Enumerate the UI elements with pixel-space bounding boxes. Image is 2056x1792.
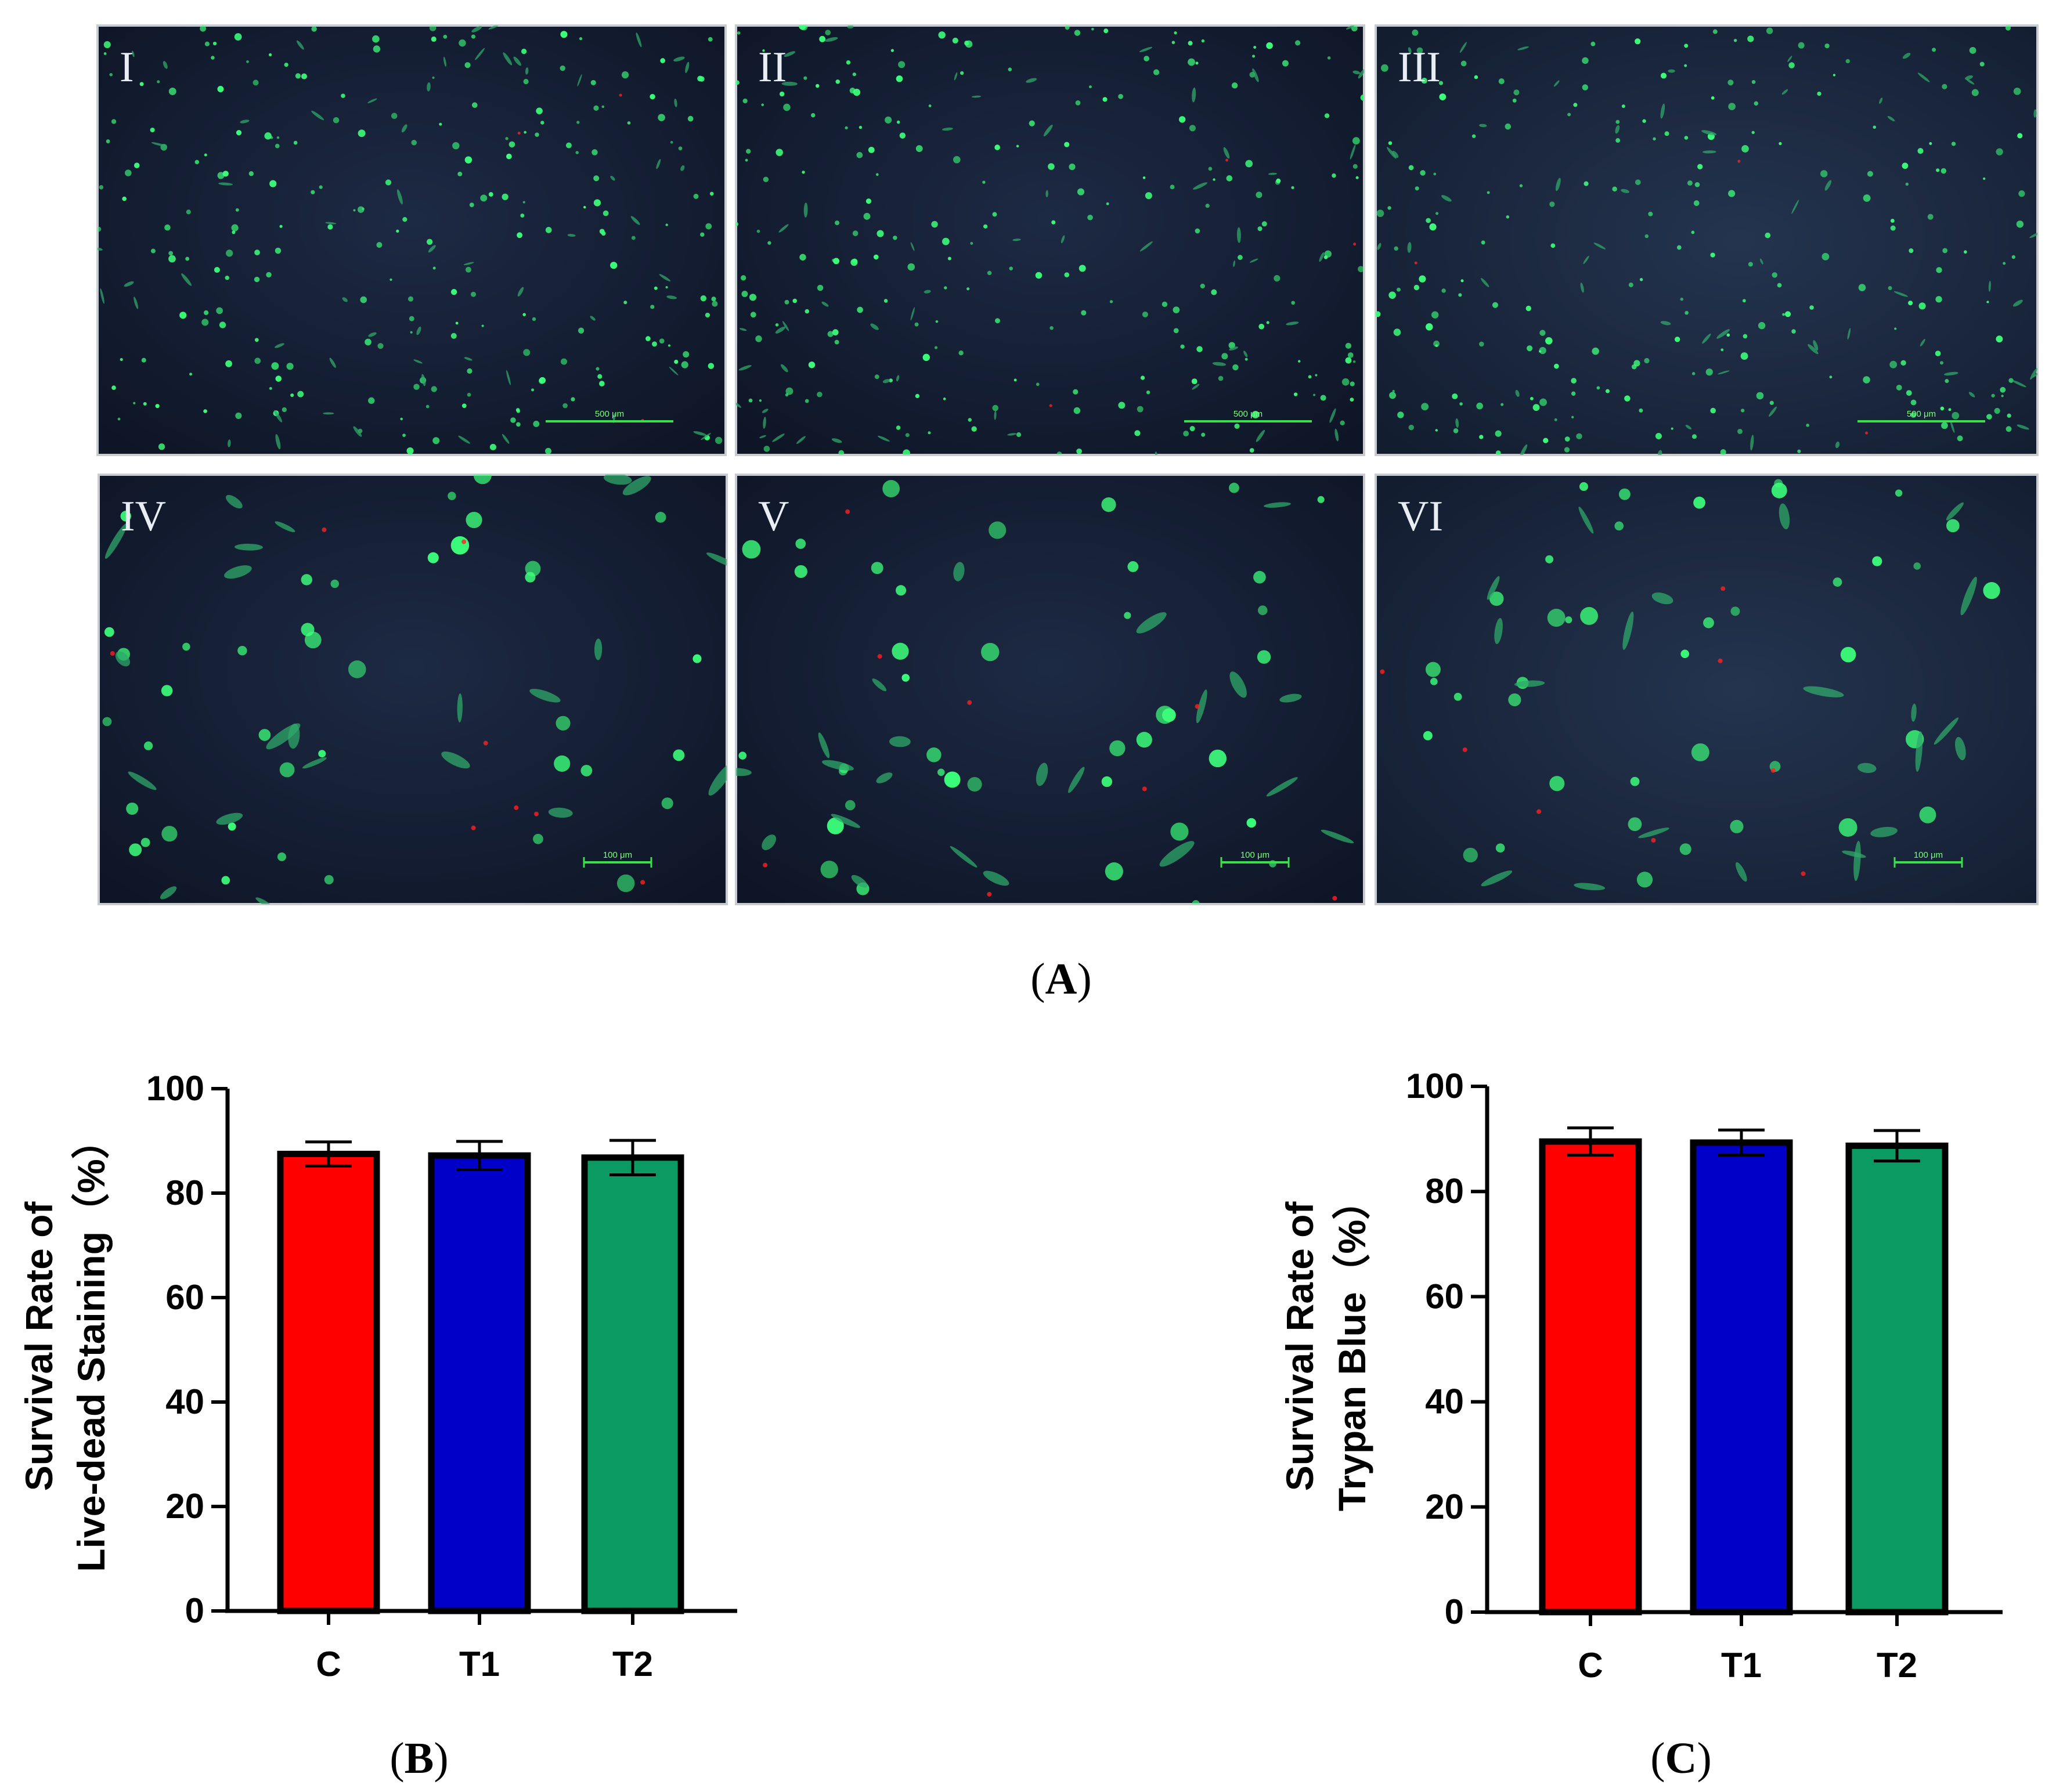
chart-c-ylabel-line2: Trypan Blue（%） <box>1330 1182 1373 1511</box>
micrograph-panel-II: II 500 μm <box>735 24 1365 456</box>
micrograph-roman-label: II <box>758 44 787 91</box>
scale-bar-label: 100 μm <box>1914 850 1943 860</box>
chart-b-ytick-label: 0 <box>185 1591 204 1630</box>
chart-b-bar-T2 <box>581 1154 684 1614</box>
chart-b-ytick-label: 40 <box>165 1382 204 1421</box>
micrograph-panel-IV: IV 100 μm <box>98 474 728 905</box>
scale-bar-label: 500 μm <box>1907 409 1936 419</box>
chart-b-xtick-label-T2: T2 <box>612 1645 653 1683</box>
chart-b-bar-C <box>277 1151 380 1614</box>
cell-field <box>1376 26 2037 455</box>
chart-b-bar-T1 <box>428 1152 531 1614</box>
chart-b-ylabel-line2: Live-dead Staining（%） <box>70 1121 113 1571</box>
chart-c-errorbar-C <box>1567 1126 1614 1157</box>
micrograph-panel-VI: VI 100 μm <box>1375 474 2039 905</box>
scale-bar-label: 500 μm <box>595 409 624 419</box>
micrograph-background <box>735 24 1365 456</box>
micrograph-background <box>735 474 1365 905</box>
chart-c-bar-C <box>1539 1138 1642 1616</box>
chart-c-ytick-label: 0 <box>1445 1592 1464 1631</box>
chart-b-xtick-label-C: C <box>316 1645 341 1683</box>
micrograph-panel-V: V 100 μm <box>735 474 1365 905</box>
chart-c-errorbar-T2 <box>1874 1129 1920 1163</box>
chart-c-xtick-label-C: C <box>1578 1646 1603 1685</box>
chart-b-errorbar-T1 <box>456 1140 503 1171</box>
chart-c-errorbar-T1 <box>1718 1128 1765 1157</box>
chart-b-live-dead: 0 20 40 60 80 100 C T1 T2 Survival Rate of Live… <box>17 1069 737 1783</box>
cell-field <box>1380 479 2000 891</box>
micrograph-roman-label: VI <box>1398 493 1443 540</box>
chart-c-panel-label: (C) <box>1650 1734 1712 1783</box>
cell-field <box>102 475 727 904</box>
chart-c-ytick-label: 100 <box>1406 1067 1464 1105</box>
chart-c-ytick-label: 40 <box>1425 1382 1464 1421</box>
chart-b-panel-label: (B) <box>389 1734 448 1783</box>
chart-b-errorbar-T2 <box>609 1139 656 1176</box>
chart-c-bar-T1 <box>1690 1139 1793 1616</box>
chart-b-ytick-label: 60 <box>165 1278 204 1317</box>
micrograph-background <box>1375 24 2039 456</box>
chart-b-xtick-label-T1: T1 <box>459 1645 500 1683</box>
chart-c-xtick-label-T1: T1 <box>1721 1646 1762 1685</box>
cell-field <box>736 480 1354 904</box>
cell-field <box>736 26 1364 455</box>
micrograph-roman-label: III <box>1398 44 1441 91</box>
chart-b-ytick-label: 80 <box>165 1173 204 1212</box>
chart-c-xtick-label-T2: T2 <box>1877 1646 1917 1685</box>
micrograph-background <box>1375 474 2039 905</box>
chart-c-ytick-label: 20 <box>1425 1487 1464 1526</box>
cell-field <box>98 26 723 454</box>
micrograph-roman-label: I <box>120 44 134 91</box>
figure-a-label: (A) <box>1030 955 1092 1003</box>
micrograph-panel-III: III 500 μm <box>1375 24 2039 456</box>
chart-c-ylabel-line1: Survival Rate of <box>1278 1201 1321 1491</box>
chart-c-ytick-label: 80 <box>1425 1172 1464 1211</box>
scale-bar-label: 100 μm <box>1240 850 1269 860</box>
chart-c-bar-T2 <box>1845 1142 1949 1616</box>
micrograph-roman-label: IV <box>121 493 166 540</box>
chart-b-ylabel-line1: Survival Rate of <box>17 1201 60 1491</box>
chart-b-errorbar-C <box>305 1140 352 1168</box>
scale-bar-label: 500 μm <box>1233 409 1263 419</box>
chart-c-ytick-label: 60 <box>1425 1277 1464 1316</box>
micrograph-panel-I: I 500 μm <box>96 24 727 456</box>
chart-b-ytick-label: 20 <box>165 1487 204 1526</box>
micrograph-roman-label: V <box>758 493 789 540</box>
chart-b-ytick-label: 100 <box>146 1069 204 1108</box>
scale-bar-label: 100 μm <box>603 850 632 860</box>
micrograph-background <box>98 474 728 905</box>
chart-c-trypan-blue: 0 20 40 60 80 100 C T1 T2 Survival Rate of Tryp… <box>1278 1067 2003 1783</box>
micrograph-background <box>96 24 727 456</box>
